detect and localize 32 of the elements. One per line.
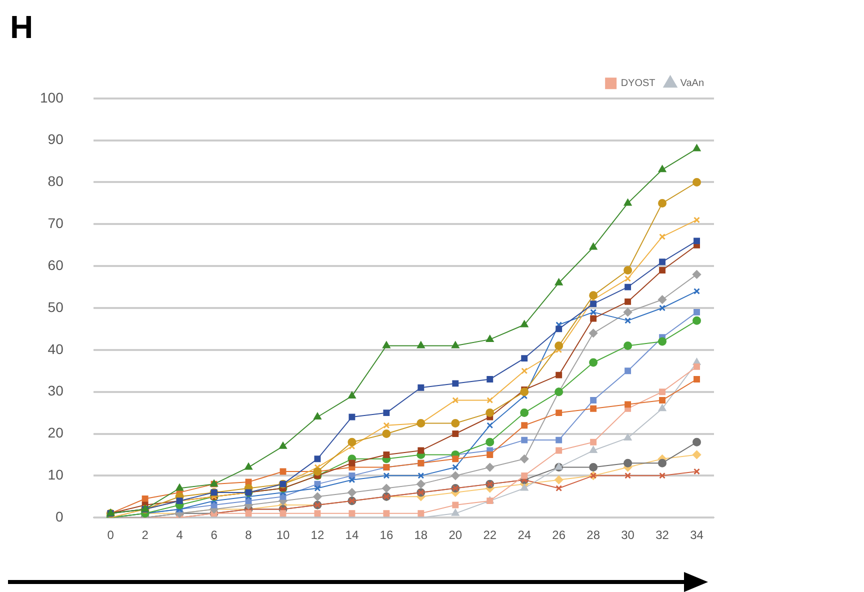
y-tick-label: 20 <box>48 424 64 441</box>
x-tick-label: 0 <box>107 528 114 542</box>
x-tick-label: 28 <box>586 528 600 542</box>
x-tick-label: 12 <box>310 528 324 542</box>
y-tick-label: 30 <box>48 382 64 399</box>
x-tick-label: 26 <box>552 528 566 542</box>
y-tick-label: 10 <box>48 466 64 483</box>
x-tick-label: 2 <box>142 528 149 542</box>
y-tick-label: 100 <box>40 89 64 106</box>
y-tick-label: 80 <box>48 173 64 190</box>
x-tick-label: 34 <box>690 528 704 542</box>
legend-label: DYOST <box>620 78 656 90</box>
x-tick-label: 8 <box>245 528 252 542</box>
y-tick-label: 60 <box>48 256 64 273</box>
x-tick-label: 30 <box>621 528 635 542</box>
y-tick-label: 50 <box>48 298 64 315</box>
y-tick-label: 0 <box>56 508 64 524</box>
x-tick-label: 6 <box>210 528 218 542</box>
y-tick-label: 40 <box>48 340 64 357</box>
x-tick-label: 24 <box>518 528 532 542</box>
x-tick-label: 10 <box>276 528 290 542</box>
y-tick-label: 70 <box>48 215 64 232</box>
x-tick-label: 18 <box>414 528 428 542</box>
x-tick-label: 22 <box>483 528 497 542</box>
x-tick-label: 32 <box>656 528 670 542</box>
legend-label: VaAn <box>680 78 704 90</box>
x-tick-label: 4 <box>176 528 184 542</box>
x-tick-label: 20 <box>448 528 462 542</box>
chart-title: H <box>10 9 34 46</box>
x-tick-label: 16 <box>380 528 394 542</box>
y-tick-label: 90 <box>48 131 64 148</box>
x-tick-label: 14 <box>345 528 359 542</box>
